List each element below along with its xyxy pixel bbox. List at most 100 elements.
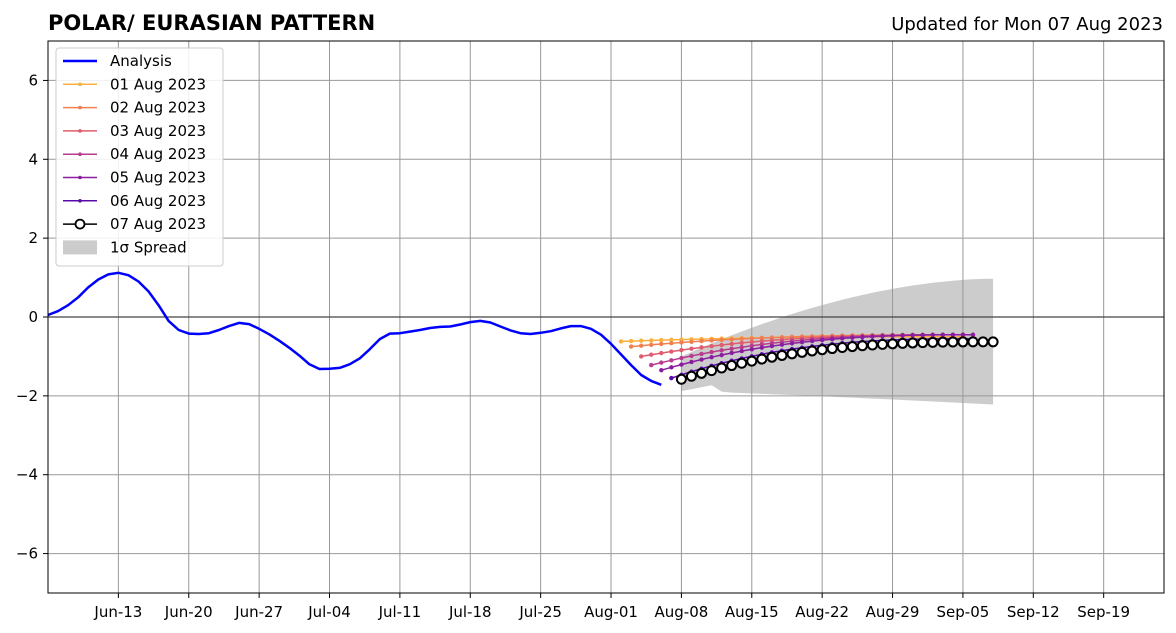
x-tick-label: Jul-11 [378,603,422,621]
forecast-point [709,355,714,360]
legend-item: 04 Aug 2023 [63,145,206,163]
forecast-point [719,337,724,343]
forecast-point [830,337,835,342]
y-axis: −6 −4 −2 0 2 4 6 [16,71,48,563]
forecast-point [917,337,929,349]
x-tick-label: Sep-19 [1077,603,1130,621]
forecast-point [887,338,899,350]
forecast-point [649,362,654,368]
x-tick-label: Sep-12 [1007,603,1060,621]
forecast-point [706,365,718,377]
x-tick-label: Jun-13 [93,603,142,621]
forecast-point [709,349,714,355]
forecast-point [696,367,708,379]
forecast-point [729,346,734,351]
forecast-point [638,343,644,348]
forecast-point [669,375,674,381]
forecast-point [957,336,969,348]
x-tick-label: Sep-05 [937,603,990,621]
forecast-point [987,336,999,348]
forecast-point [649,352,654,357]
y-tick-label: 0 [28,308,38,326]
y-tick-label: 6 [28,71,38,89]
forecast-point [659,360,664,365]
forecast-point [897,337,909,349]
x-tick-label: Jul-04 [307,603,351,621]
forecast-point [736,357,748,369]
forecast-point [746,355,758,367]
forecast-point [739,348,744,354]
forecast-point [669,340,674,346]
forecast-point [776,349,788,361]
forecast-point [836,342,848,354]
forecast-point [739,344,744,350]
forecast-point [840,336,845,341]
legend-item: 06 Aug 2023 [63,192,206,210]
forecast-point [977,336,989,348]
legend-item: 1σ Spread [63,238,187,256]
forecast-point [689,339,694,344]
x-tick-label: Jul-18 [448,603,492,621]
forecast-point [927,336,939,348]
forecast-point [689,359,694,365]
forecast-point [950,332,956,337]
forecast-group-6 [675,336,999,385]
forecast-point [679,347,684,353]
forecast-point [940,332,946,338]
forecast-point [970,332,976,337]
x-tick-label: Aug-08 [655,603,709,621]
legend: Analysis 01 Aug 2023 02 Aug 2023 03 Aug 202… [55,47,224,267]
chart-subtitle: Updated for Mon 07 Aug 2023 [891,14,1163,35]
legend-label: 03 Aug 2023 [110,122,206,140]
forecast-point [930,332,935,338]
forecast-point [628,344,634,349]
forecast-point [766,351,778,363]
forecast-point [649,342,654,347]
forecast-point [638,354,644,359]
forecast-point [659,368,664,373]
forecast-point [638,338,644,343]
y-tick-label: −6 [16,545,38,563]
legend-item: 03 Aug 2023 [63,122,206,140]
forecast-point [685,370,697,382]
legend-marker [78,152,82,156]
forecast-point [699,345,704,350]
forecast-point [709,343,714,349]
spread-area [681,278,994,405]
forecast-point [716,362,728,374]
forecast-point [749,347,754,352]
forecast-point [669,358,674,363]
forecast-point [618,339,624,344]
legend-label: 07 Aug 2023 [110,215,206,233]
forecast-point [910,333,915,338]
forecast-point [699,357,704,362]
legend-label: 02 Aug 2023 [110,99,206,117]
forecast-point [819,337,825,343]
forecast-point [860,334,865,340]
forecast-point [659,350,664,356]
analysis-series [47,271,662,386]
x-axis: Jun-13 Jun-20 Jun-27 Jul-04 Jul-11 Jul-18 Jul-… [93,593,1130,621]
forecast-point [739,340,744,346]
forecast-point [749,343,754,348]
analysis-line [47,271,662,386]
forecast-point [628,338,634,344]
legend-marker [78,129,82,133]
legend-item: 01 Aug 2023 [63,75,206,93]
forecast-point [729,341,734,347]
legend-label: 04 Aug 2023 [110,145,206,163]
forecast-point [689,353,694,359]
forecast-point [749,336,754,341]
forecast-point [659,337,664,343]
forecast-point [719,348,724,353]
x-tick-label: Aug-29 [866,603,920,621]
forecast-point [876,338,888,350]
legend-label: 1σ Spread [110,238,187,256]
forecast-point [679,362,684,367]
forecast-point [679,340,684,345]
forecast-point [789,341,795,346]
forecast-point [709,338,714,343]
forecast-point [920,332,925,338]
forecast-point [779,342,785,347]
